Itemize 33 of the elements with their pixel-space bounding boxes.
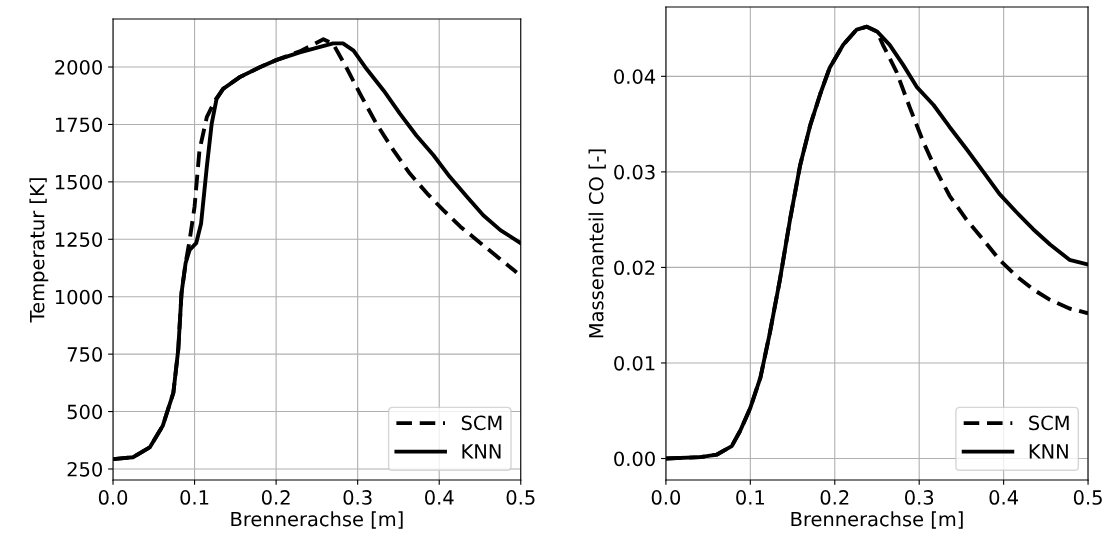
- x-axis-title: Brennerachse [m]: [791, 511, 963, 529]
- x-tick-label: 0.2: [261, 490, 290, 505]
- legend-label: KNN: [462, 444, 501, 459]
- y-tick-label: 1250: [55, 232, 102, 247]
- x-tick-label: 0.4: [425, 490, 454, 505]
- y-tick-label: 0.04: [614, 69, 656, 84]
- legend-label: KNN: [1029, 444, 1068, 459]
- x-tick-label: 0.5: [506, 490, 535, 505]
- y-tick-label: 0.03: [614, 164, 655, 180]
- y-tick-label: 1750: [55, 117, 102, 133]
- x-tick-label: 0.0: [651, 490, 681, 505]
- x-tick-label: 0.1: [736, 490, 764, 505]
- y-tick-label: 1000: [55, 289, 102, 305]
- y-axis-title: Massenanteil CO [-]: [588, 149, 606, 338]
- y-tick-label: 2000: [55, 59, 102, 75]
- y-tick-label: 500: [67, 404, 102, 420]
- x-tick-label: 0.1: [180, 490, 209, 505]
- y-tick-label: 750: [67, 347, 102, 362]
- x-tick-label: 0.3: [905, 490, 934, 505]
- x-tick-label: 0.3: [343, 490, 372, 505]
- y-tick-label: 0.01: [614, 355, 655, 371]
- x-tick-label: 0.4: [989, 490, 1018, 505]
- y-tick-label: 250: [67, 461, 102, 477]
- y-axis-title: Temperatur [K]: [29, 178, 49, 323]
- y-tick-label: 0.02: [614, 260, 655, 276]
- legend-label: SCM: [461, 415, 502, 431]
- x-axis-title: Brennerachse [m]: [231, 511, 403, 529]
- y-tick-label: 1500: [55, 174, 102, 190]
- x-tick-label: 0.5: [1073, 490, 1102, 505]
- x-tick-label: 0.2: [820, 490, 849, 505]
- legend-label: SCM: [1029, 415, 1069, 431]
- x-tick-label: 0.0: [98, 490, 128, 505]
- y-tick-label: 0.00: [614, 451, 655, 467]
